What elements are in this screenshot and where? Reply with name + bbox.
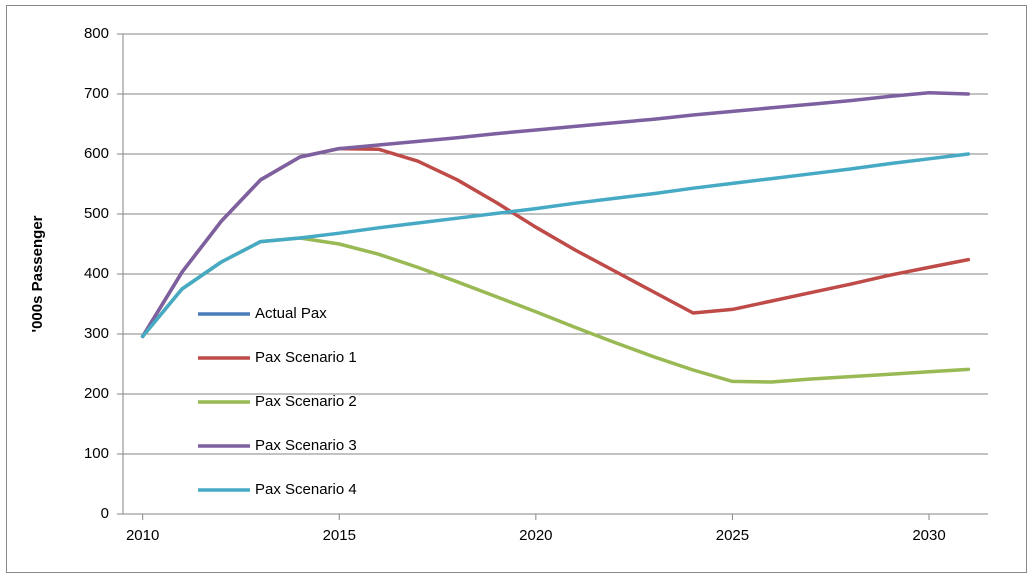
y-axis-label: '000s Passenger (29, 215, 46, 332)
y-tick-label: 300 (84, 325, 109, 342)
chart-border (6, 5, 1027, 573)
y-tick-label: 500 (84, 205, 109, 222)
legend-label: Pax Scenario 3 (255, 437, 357, 454)
series-line (140, 152, 971, 339)
y-tick-label: 400 (84, 265, 109, 282)
series-line (140, 91, 971, 339)
y-tick-label: 200 (84, 385, 109, 402)
x-tick-label: 2015 (323, 527, 356, 544)
x-tick-label: 2030 (912, 527, 945, 544)
x-tick-label: 2010 (126, 527, 159, 544)
legend-label: Pax Scenario 1 (255, 349, 357, 366)
y-tick-label: 700 (84, 85, 109, 102)
legend-label: Actual Pax (255, 305, 327, 322)
legend-label: Pax Scenario 4 (255, 481, 357, 498)
y-tick-label: 100 (84, 445, 109, 462)
y-tick-label: 0 (101, 505, 109, 522)
x-tick-label: 2020 (519, 527, 552, 544)
x-tick-label: 2025 (716, 527, 749, 544)
legend-label: Pax Scenario 2 (255, 393, 357, 410)
y-tick-label: 600 (84, 145, 109, 162)
y-tick-label: 800 (84, 25, 109, 42)
